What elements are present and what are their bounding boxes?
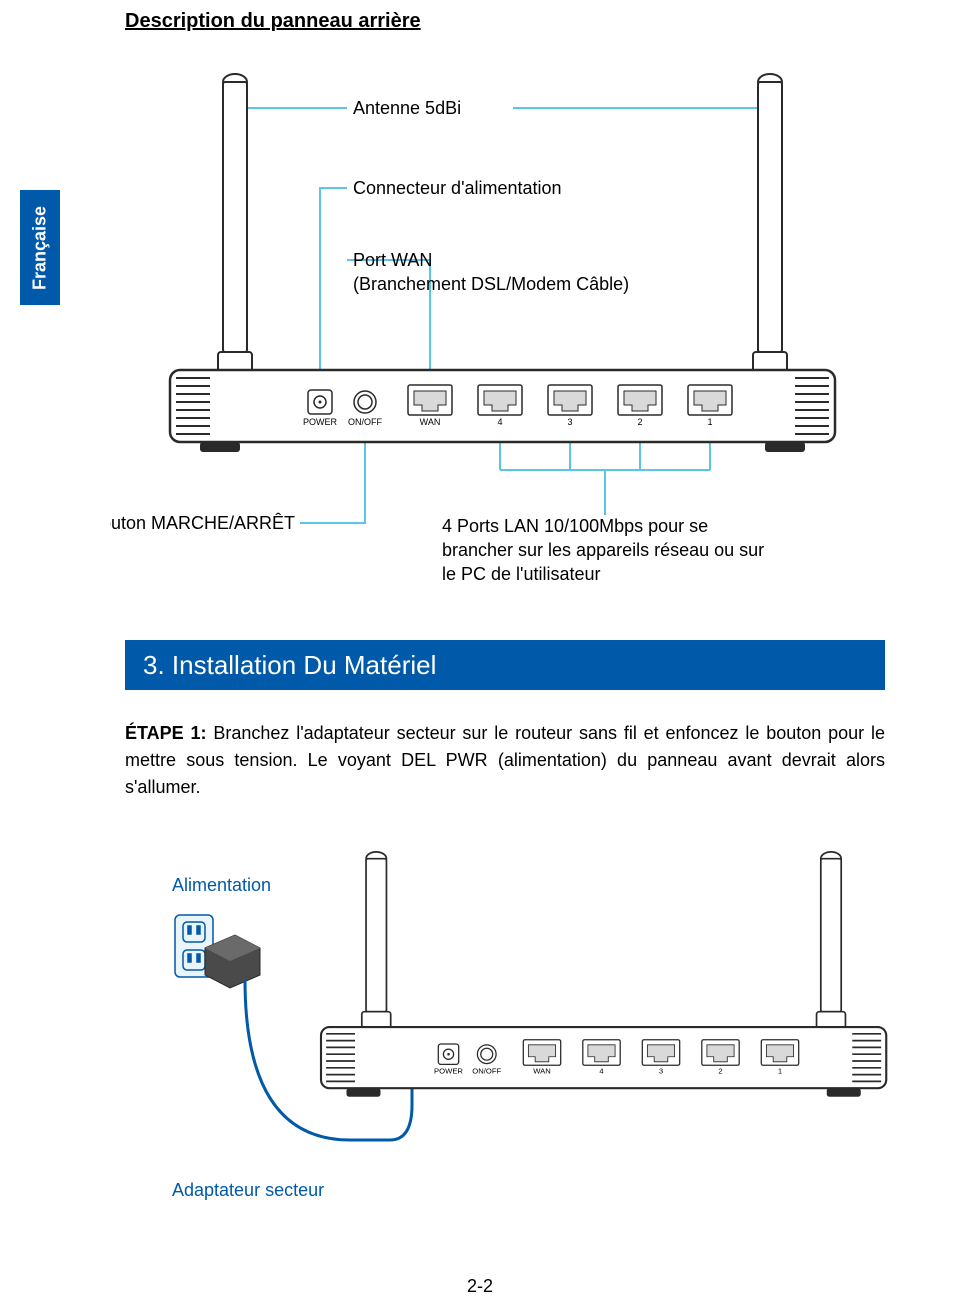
page: Description du panneau arrière Française…: [0, 0, 960, 1307]
antenna-label: Antenne 5dBi: [353, 98, 461, 118]
lan-label-1: 4 Ports LAN 10/100Mbps pour se: [442, 516, 708, 536]
svg-text:2: 2: [637, 417, 642, 427]
diagram-1: Antenne 5dBi Connecteur d'alimentation P…: [110, 60, 890, 630]
onoff-label: Bouton MARCHE/ARRÊT: [110, 513, 295, 533]
page-number: 2-2: [0, 1276, 960, 1297]
page-title: Description du panneau arrière: [125, 10, 421, 33]
wan-label-1: Port WAN: [353, 250, 432, 270]
svg-text:POWER: POWER: [434, 1067, 463, 1076]
svg-text:WAN: WAN: [533, 1067, 551, 1076]
lan-label-3: le PC de l'utilisateur: [442, 564, 601, 584]
step-1-prefix: ÉTAPE 1:: [125, 723, 207, 743]
svg-text:1: 1: [707, 417, 712, 427]
diagram-2: POWER ON/OFF WAN 4 3 2: [150, 840, 890, 1170]
svg-text:POWER: POWER: [303, 417, 338, 427]
lan-label-2: brancher sur les appareils réseau ou sur: [442, 540, 764, 560]
svg-text:1: 1: [778, 1067, 782, 1076]
router-illustration: POWER ON/OFF WAN 4: [170, 74, 835, 452]
wan-label-2: (Branchement DSL/Modem Câble): [353, 274, 629, 294]
language-tab: Française: [20, 190, 60, 305]
svg-text:2: 2: [718, 1067, 722, 1076]
section-heading: 3. Installation Du Matériel: [125, 640, 885, 690]
step-1-text: ÉTAPE 1: Branchez l'adaptateur secteur s…: [125, 720, 885, 801]
step-1-body: Branchez l'adaptateur secteur sur le rou…: [125, 723, 885, 797]
svg-text:WAN: WAN: [420, 417, 441, 427]
svg-text:3: 3: [659, 1067, 663, 1076]
adapter-label: Adaptateur secteur: [172, 1180, 324, 1201]
svg-text:3: 3: [567, 417, 572, 427]
svg-text:ON/OFF: ON/OFF: [472, 1067, 501, 1076]
power-connector-label: Connecteur d'alimentation: [353, 178, 562, 198]
svg-text:4: 4: [497, 417, 502, 427]
svg-text:ON/OFF: ON/OFF: [348, 417, 382, 427]
